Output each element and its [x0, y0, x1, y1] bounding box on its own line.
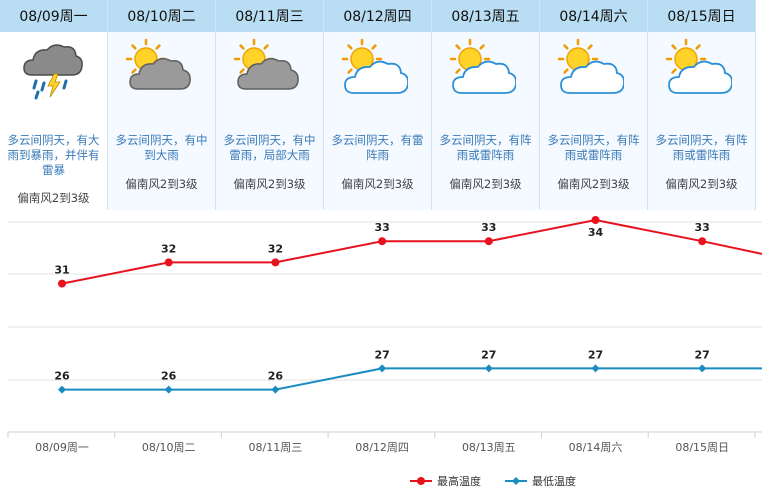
low-temp-point [484, 364, 493, 373]
low-temp-label: 27 [374, 348, 389, 361]
low-temp-label: 26 [268, 370, 284, 383]
sun-dark-cloud-icon [232, 37, 300, 101]
low-temp-label: 27 [481, 348, 496, 361]
day-label: 08/12周四 [324, 0, 431, 32]
high-temp-point [271, 258, 280, 267]
wind-info: 偏南风2到3级 [665, 177, 738, 191]
low-temp-point [58, 385, 66, 394]
high-temp-point [58, 279, 66, 288]
dark-cloud-icon [129, 57, 191, 90]
day-label: 08/10周二 [108, 0, 215, 32]
wind-info: 偏南风2到3级 [233, 177, 306, 191]
legend-label: 最低温度 [532, 474, 576, 488]
wind-info: 偏南风2到3级 [17, 191, 90, 205]
x-tick-label: 08/15周日 [675, 441, 729, 454]
day-label: 08/15周日 [648, 0, 755, 32]
low-temp-point [164, 385, 173, 394]
high-temp-label: 33 [374, 221, 389, 234]
low-temp-point [378, 364, 387, 373]
x-tick-label: 08/13周五 [462, 441, 516, 454]
weather-description: 多云间阴天，有中到大雨 [115, 133, 208, 162]
sun-cloud-icon [340, 37, 410, 101]
forecast-card: 08/15周日 多云间阴天，有阵雨或雷阵雨偏南风2到3级 [648, 0, 756, 210]
storm-cloud-icon [23, 44, 83, 76]
wind-info: 偏南风2到3级 [125, 177, 198, 191]
forecast-card: 08/09周一多云间阴天，有大雨到暴雨，并伴有雷暴偏南风2到3级 [0, 0, 108, 210]
high-temp-label: 32 [161, 242, 176, 255]
forecast-card: 08/12周四 多云间阴天，有雷阵雨偏南风2到3级 [324, 0, 432, 210]
sun-cloud-icon [448, 37, 518, 101]
x-tick-label: 08/10周二 [142, 441, 196, 454]
legend-marker [512, 477, 520, 485]
sun-dark-cloud-icon [124, 37, 192, 101]
weather-description: 多云间阴天，有中雷雨，局部大雨 [223, 133, 316, 162]
low-temp-line [62, 367, 762, 391]
high-temp-label: 34 [588, 226, 604, 239]
forecast-card: 08/14周六 多云间阴天，有阵雨或雷阵雨偏南风2到3级 [540, 0, 648, 210]
low-temp-label: 26 [161, 370, 177, 383]
forecast-card: 08/10周二 多云间阴天，有中到大雨偏南风2到3级 [108, 0, 216, 210]
weather-description: 多云间阴天，有大雨到暴雨，并伴有雷暴 [7, 133, 100, 177]
x-tick-label: 08/09周一 [35, 441, 89, 454]
high-temp-label: 32 [268, 242, 283, 255]
legend-label: 最高温度 [437, 474, 481, 488]
high-temp-point [164, 258, 173, 267]
forecast-card: 08/13周五 多云间阴天，有阵雨或雷阵雨偏南风2到3级 [432, 0, 540, 210]
high-temp-point [484, 237, 493, 246]
high-temp-line [61, 218, 762, 285]
high-temp-label: 33 [695, 221, 710, 234]
low-temp-label: 27 [695, 348, 710, 361]
day-label: 08/09周一 [0, 0, 107, 32]
low-temp-point [698, 364, 707, 373]
day-label: 08/11周三 [216, 0, 323, 32]
dark-cloud-icon [237, 57, 299, 90]
wind-info: 偏南风2到3级 [557, 177, 630, 191]
day-label: 08/14周六 [540, 0, 647, 32]
high-temp-label: 33 [481, 221, 496, 234]
low-temp-point [591, 364, 600, 373]
thunderstorm-rain-icon [16, 37, 84, 101]
low-temp-label: 26 [54, 370, 70, 383]
sun-cloud-icon [556, 37, 626, 101]
forecast-cards: 08/09周一 多云间阴天，有大雨到暴雨，并伴有雷暴 偏南风2到3级 08/10周二多… [0, 0, 762, 210]
temperature-chart: 08/09周一 08/10周二 08/11周三 08/12周四 08/13周五 08/14… [7, 216, 762, 488]
x-tick-label: 08/11周三 [249, 441, 303, 454]
high-temp-point [591, 216, 600, 224]
legend-marker [417, 477, 425, 485]
wind-info: 偏南风2到3级 [341, 177, 414, 191]
high-temp-point [378, 237, 387, 246]
x-tick-label: 08/12周四 [355, 441, 409, 454]
weather-description: 多云间阴天，有雷阵雨 [331, 133, 424, 162]
weather-description: 多云间阴天，有阵雨或雷阵雨 [547, 133, 640, 162]
x-tick-label: 08/14周六 [569, 441, 623, 454]
forecast-card: 08/11周三 多云间阴天，有中雷雨，局部大雨偏南风2到3级 [216, 0, 324, 210]
sun-cloud-icon [664, 37, 734, 101]
high-temp-point [698, 237, 707, 246]
high-temp-label: 31 [54, 264, 69, 277]
weather-description: 多云间阴天，有阵雨或雷阵雨 [655, 133, 748, 162]
low-temp-point [271, 385, 280, 394]
wind-info: 偏南风2到3级 [449, 177, 522, 191]
low-temp-label: 27 [588, 348, 603, 361]
day-label: 08/13周五 [432, 0, 539, 32]
weather-description: 多云间阴天，有阵雨或雷阵雨 [439, 133, 532, 162]
